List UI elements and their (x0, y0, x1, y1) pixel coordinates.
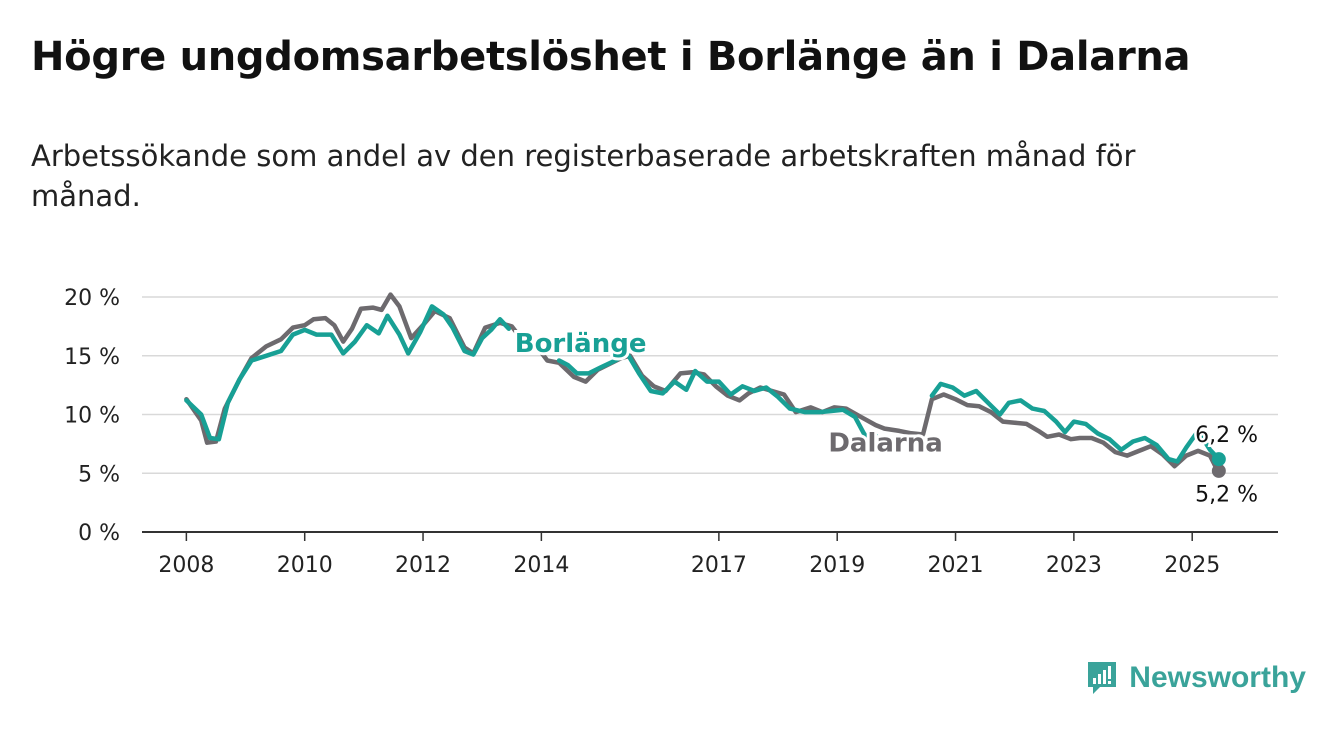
series-label-dalarna: Dalarna (828, 429, 942, 459)
x-tick-label: 2008 (158, 553, 214, 578)
brand-name: Newsworthy (1129, 661, 1306, 694)
series-label-borlange: Borlänge (515, 329, 647, 359)
x-tick-label: 2023 (1046, 553, 1102, 578)
newsworthy-logo-icon (1088, 662, 1117, 694)
chart-title: Högre ungdomsarbetslöshet i Borlänge än … (31, 34, 1191, 80)
x-tick-label: 2017 (691, 553, 747, 578)
series-line-borlnge (556, 351, 878, 444)
x-tick-label: 2014 (513, 553, 569, 578)
series-line-borlnge (929, 381, 1222, 464)
x-tick-label: 2010 (277, 553, 333, 578)
series-line-dalarna (184, 292, 1222, 474)
brand: Newsworthy (1085, 660, 1306, 696)
end-value-label-borlange: 6,2 % (1195, 423, 1258, 448)
x-tick-label: 2025 (1164, 553, 1220, 578)
x-tick-label: 2019 (809, 553, 865, 578)
y-tick-label: 5 % (78, 462, 120, 487)
chart-subtitle: Arbetssökande som andel av den registerb… (31, 139, 1136, 213)
series-end-point-borlnge (1211, 452, 1226, 467)
y-tick-label: 0 % (78, 521, 120, 546)
series-line-borlnge (184, 304, 512, 442)
y-tick-label: 15 % (64, 345, 120, 370)
end-value-label-dalarna: 5,2 % (1195, 482, 1258, 507)
series-end-point-dalarna (1211, 463, 1226, 478)
y-tick-label: 20 % (64, 286, 120, 311)
y-tick-label: 10 % (64, 404, 120, 429)
x-tick-label: 2012 (395, 553, 451, 578)
x-tick-label: 2021 (928, 553, 984, 578)
